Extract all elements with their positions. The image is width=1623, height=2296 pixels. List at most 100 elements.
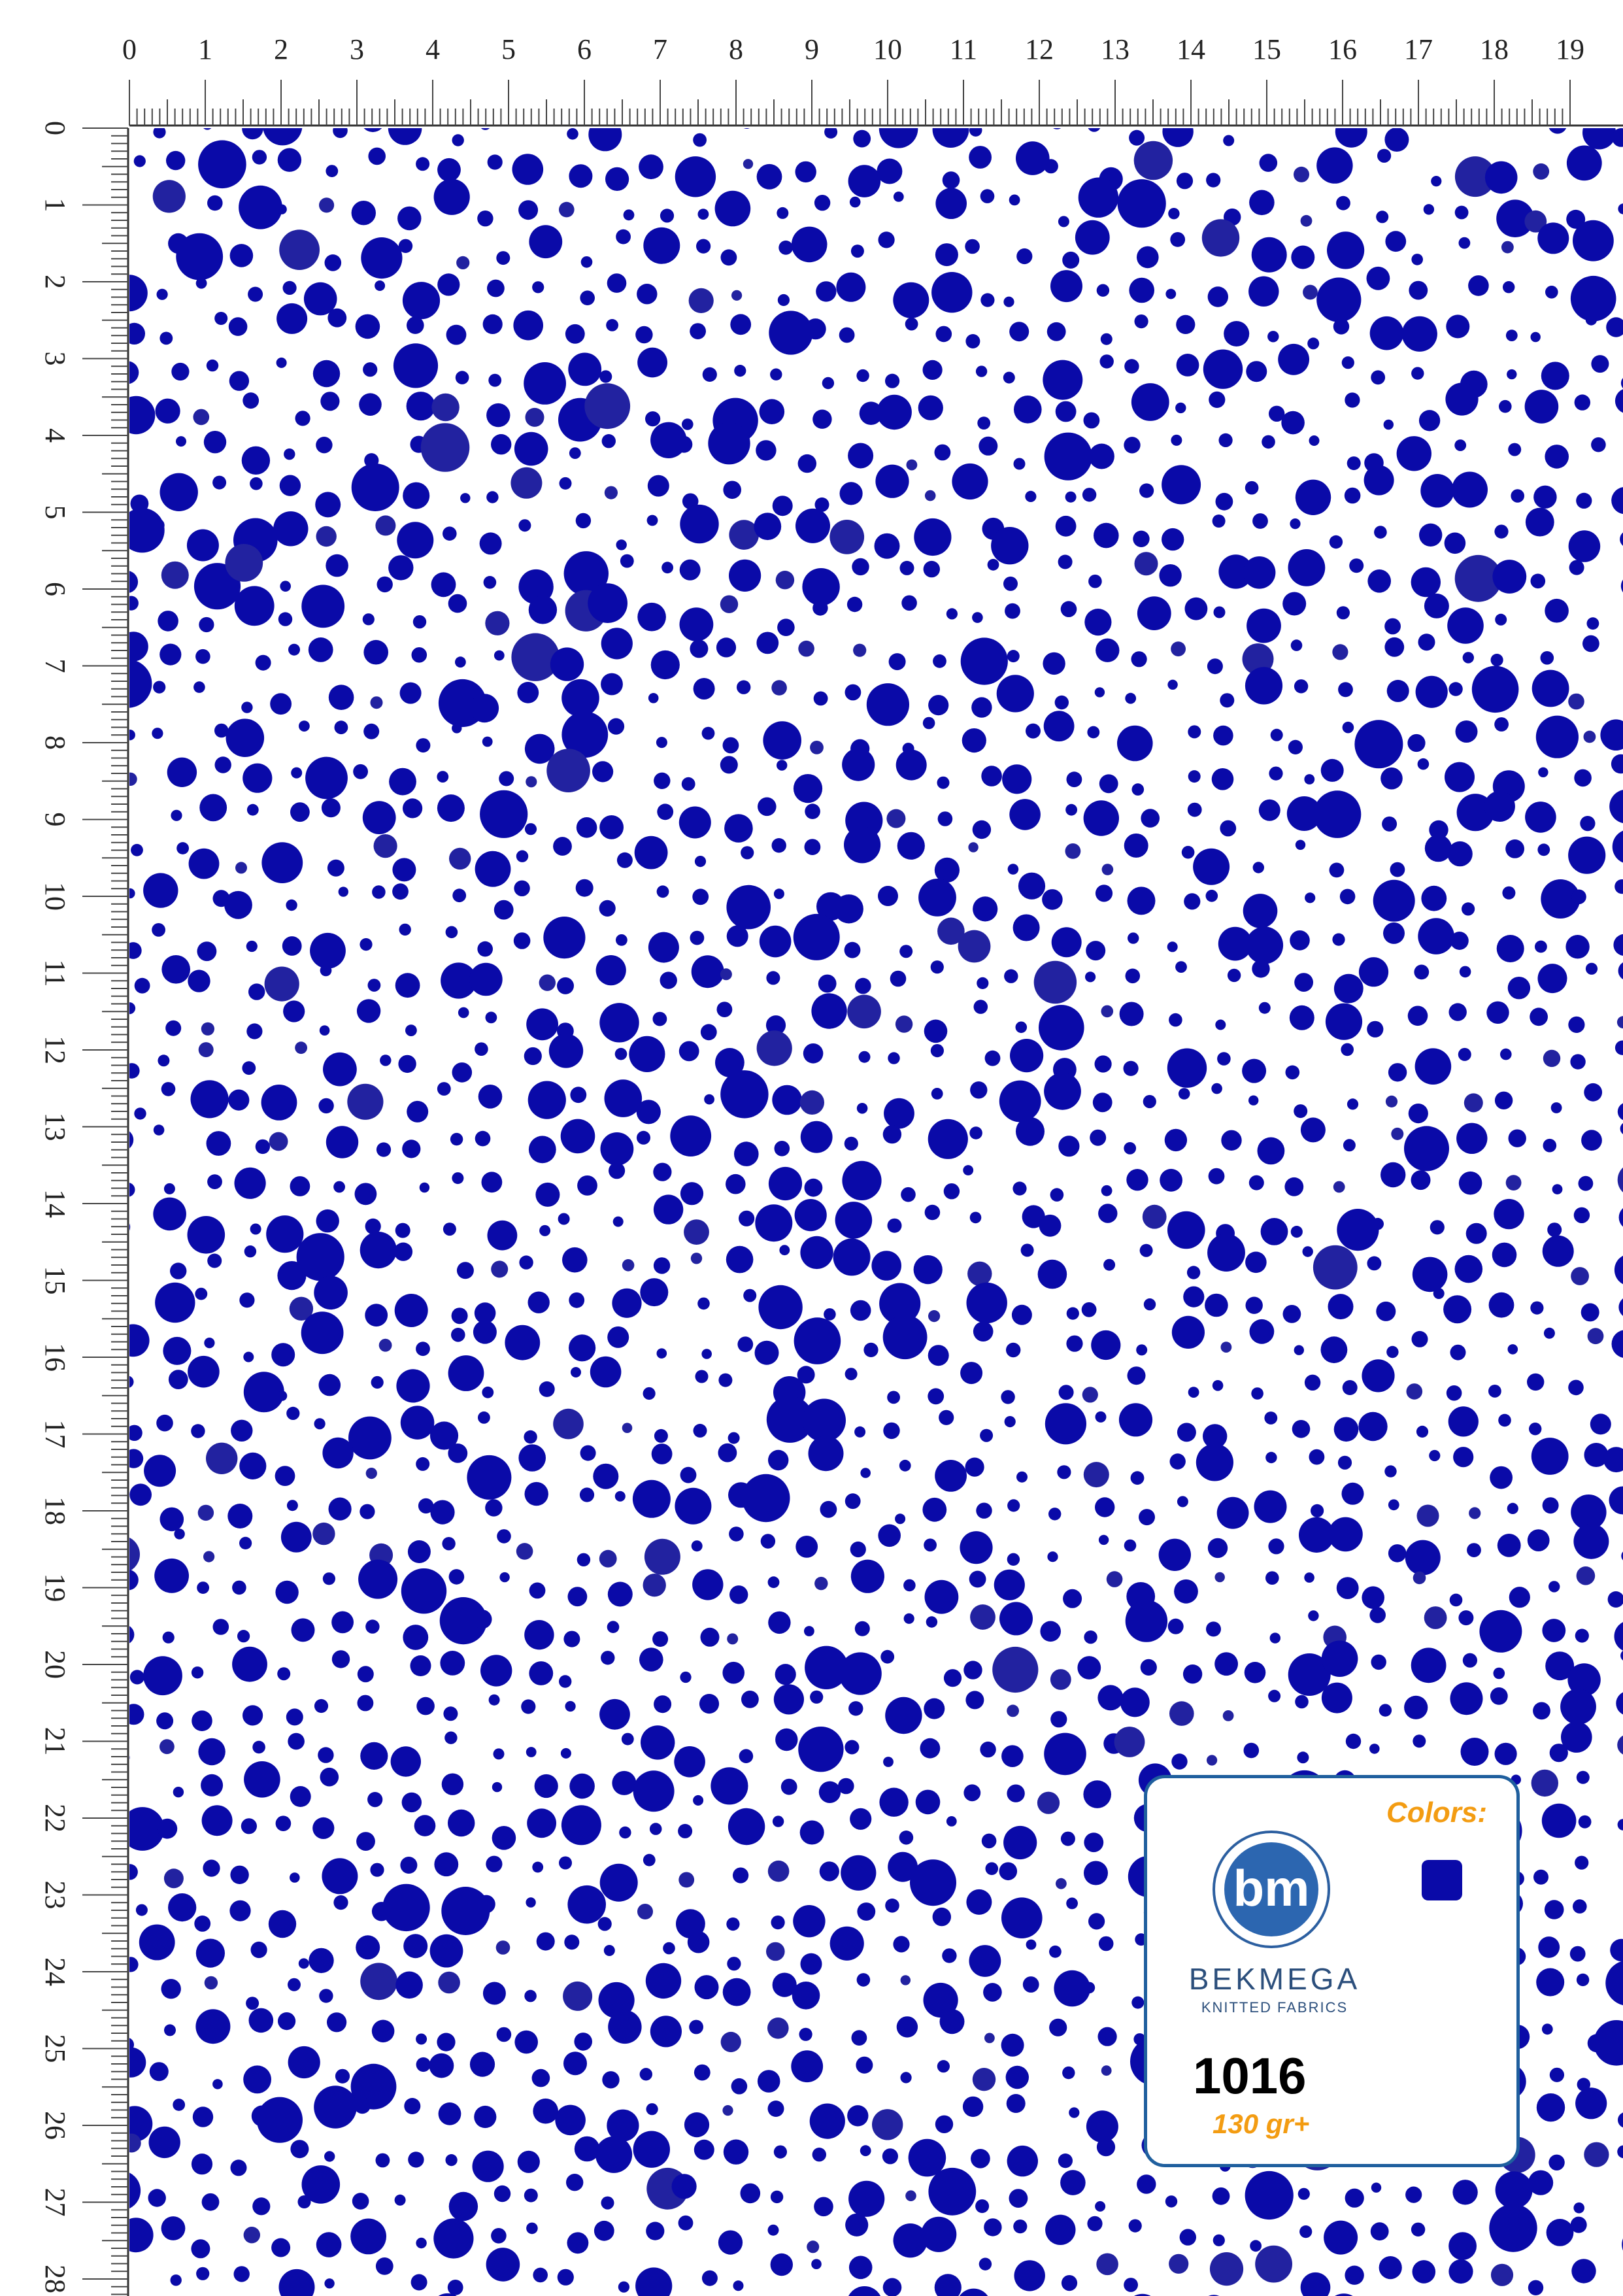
polka-dot — [154, 1559, 189, 1593]
polka-dot — [188, 1356, 220, 1388]
polka-dot — [148, 2189, 166, 2206]
polka-dot — [599, 815, 624, 839]
polka-dot — [365, 1304, 388, 1326]
polka-dot — [1093, 1092, 1113, 1112]
polka-dot — [1184, 893, 1200, 909]
polka-dot — [884, 1098, 914, 1129]
polka-dot — [1568, 694, 1584, 710]
polka-dot — [1079, 178, 1118, 218]
polka-dot — [403, 1934, 427, 1958]
polka-dot — [1492, 1243, 1517, 1268]
polka-dot — [1294, 1104, 1307, 1118]
polka-dot — [1615, 1621, 1623, 1653]
polka-dot — [1479, 1610, 1522, 1653]
polka-dot — [718, 1374, 732, 1387]
polka-dot — [1084, 413, 1100, 429]
polka-dot — [1610, 1939, 1623, 1961]
polka-dot — [727, 925, 748, 947]
polka-dot — [1165, 289, 1176, 299]
polka-dot — [768, 1450, 788, 1470]
polka-dot — [480, 1655, 512, 1686]
polka-dot — [639, 154, 663, 179]
polka-dot — [379, 1339, 392, 1352]
polka-dot — [857, 1902, 875, 1921]
polka-dot — [129, 571, 138, 593]
polka-dot — [396, 1369, 429, 1402]
polka-dot — [167, 758, 197, 787]
polka-dot — [1618, 1296, 1623, 1319]
polka-dot — [559, 202, 575, 218]
polka-dot — [973, 896, 997, 921]
polka-dot — [1282, 592, 1306, 616]
polka-dot — [543, 917, 585, 958]
polka-dot — [1062, 2067, 1075, 2079]
polka-dot — [1509, 1130, 1526, 1147]
polka-dot — [1322, 1683, 1352, 1714]
polka-dot — [1421, 886, 1447, 911]
left-ruler-label: 14 — [39, 1189, 71, 1218]
polka-dot — [1224, 321, 1249, 346]
polka-dot — [850, 1542, 866, 1557]
polka-dot — [1606, 317, 1623, 337]
polka-dot — [1220, 820, 1236, 837]
polka-dot — [309, 637, 333, 662]
polka-dot — [1202, 219, 1239, 256]
polka-dot — [408, 1540, 431, 1563]
polka-dot — [798, 641, 814, 657]
polka-dot — [925, 1580, 959, 1614]
polka-dot — [1464, 1093, 1483, 1112]
polka-dot — [963, 1784, 980, 1801]
polka-dot — [605, 1079, 643, 1117]
polka-dot — [1453, 1447, 1473, 1467]
polka-dot — [163, 1337, 191, 1365]
left-ruler-label: 22 — [39, 1804, 71, 1832]
polka-dot — [486, 1012, 497, 1024]
polka-dot — [1246, 361, 1267, 382]
polka-dot — [909, 2139, 946, 2177]
polka-dot — [643, 1574, 666, 1596]
polka-dot — [1304, 774, 1314, 785]
polka-dot — [771, 680, 787, 696]
polka-dot — [1618, 1819, 1623, 1831]
bekmega-logo-icon: bm — [1209, 1827, 1333, 1951]
polka-dot — [772, 1085, 802, 1115]
polka-dot — [1058, 2153, 1073, 2168]
polka-dot — [329, 1498, 352, 1521]
polka-dot — [608, 1582, 633, 1607]
polka-dot — [358, 1560, 397, 1599]
polka-dot — [1373, 880, 1415, 922]
polka-dot — [283, 281, 297, 295]
polka-dot — [241, 701, 252, 713]
polka-dot — [792, 1982, 820, 2010]
polka-dot — [684, 1219, 709, 1245]
polka-dot — [1494, 717, 1509, 732]
polka-dot — [694, 678, 715, 700]
polka-dot — [563, 2051, 587, 2075]
polka-dot — [235, 862, 247, 873]
polka-dot — [729, 1585, 748, 1604]
polka-dot — [1461, 1738, 1489, 1766]
polka-dot — [309, 1948, 333, 1973]
polka-dot — [371, 696, 383, 709]
polka-dot — [327, 860, 344, 877]
polka-dot — [242, 447, 270, 475]
polka-dot — [1044, 1733, 1086, 1776]
polka-dot — [496, 1940, 510, 1955]
polka-dot — [711, 1767, 748, 1804]
polka-dot — [961, 637, 1008, 684]
brand-name: BEKMEGA — [1177, 1961, 1373, 1997]
polka-dot — [812, 2148, 826, 2161]
polka-dot — [189, 849, 220, 879]
polka-dot — [851, 1560, 884, 1593]
polka-dot — [907, 460, 918, 471]
polka-dot — [563, 1982, 592, 2011]
polka-dot — [778, 294, 790, 306]
polka-dot — [1570, 1946, 1586, 1962]
polka-dot — [414, 1815, 436, 1836]
polka-dot — [878, 886, 898, 906]
polka-dot — [557, 977, 574, 994]
polka-dot — [316, 437, 332, 453]
polka-dot — [492, 1782, 502, 1792]
polka-dot — [880, 1650, 894, 1664]
polka-dot — [192, 2153, 212, 2174]
